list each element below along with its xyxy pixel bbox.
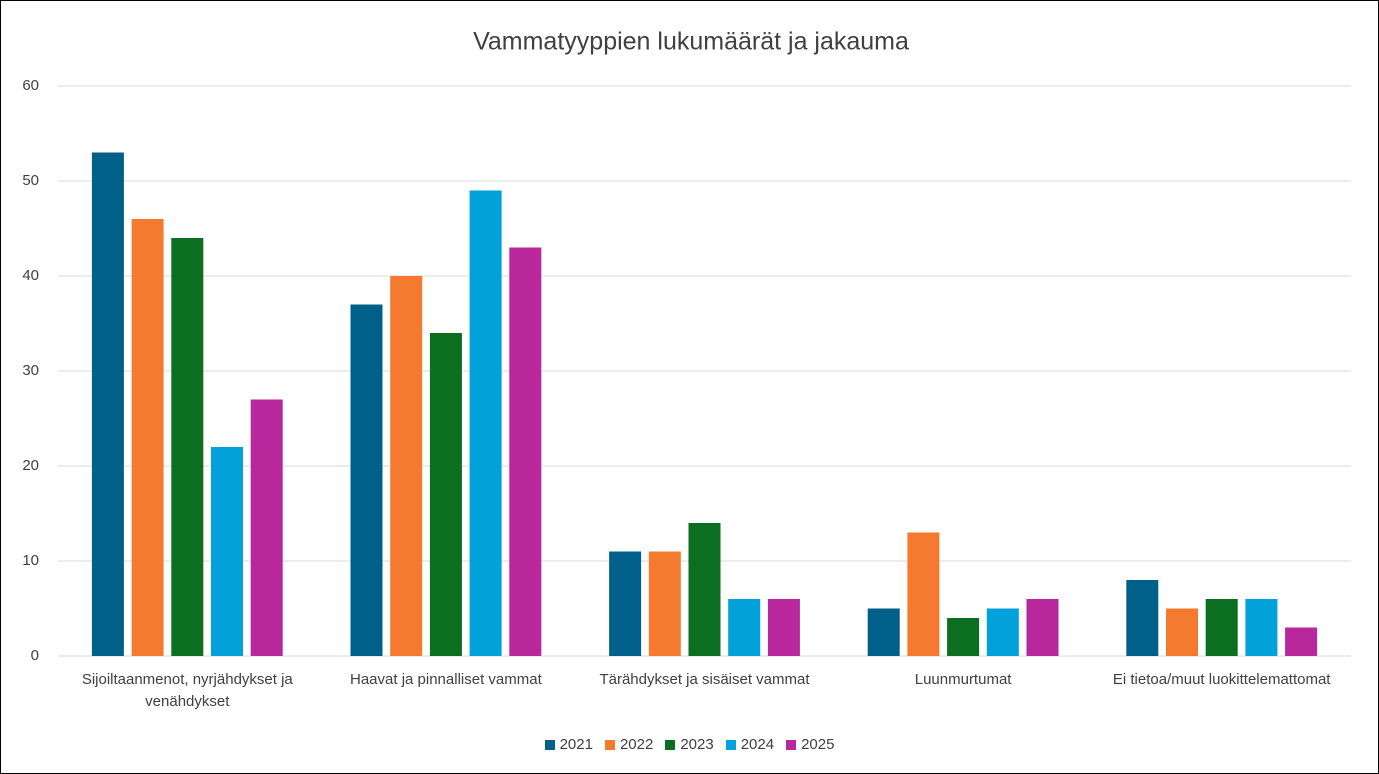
legend-item: 2021 [544,736,593,753]
x-tick-label: Ei tietoa/muut luokittelemattomat [1112,671,1331,688]
legend-item: 2023 [665,736,714,753]
bar [1205,599,1238,656]
bar [1245,599,1278,656]
legend: 2021 2022 2023 2024 2025 [1,736,1378,753]
x-tick-label: Tärähdykset ja sisäiset vammat [599,671,810,688]
legend-label: 2021 [559,736,593,753]
legend-label: 2023 [680,736,714,753]
bar [648,551,681,656]
bar [609,551,642,656]
y-tick-label: 10 [22,552,39,569]
bar [986,608,1019,656]
bar [250,399,283,656]
legend-label: 2025 [801,736,835,753]
y-tick-label: 20 [22,457,39,474]
bar [728,599,761,656]
y-tick-label: 0 [31,647,39,664]
bar [1285,627,1318,656]
legend-item: 2024 [725,736,775,753]
legend-item: 2025 [786,736,834,753]
chart-title: Vammatyyppien lukumäärät ja jakauma [473,28,909,56]
bar [131,219,164,656]
y-tick-label: 60 [22,77,39,94]
bar [171,238,204,656]
bar [390,276,423,656]
legend-swatch [725,739,736,750]
bar [947,618,980,656]
bar [907,532,940,656]
bar [688,523,721,656]
bar [211,447,243,656]
y-tick-label: 40 [22,267,39,284]
bar [469,190,502,656]
legend-swatch [604,739,615,750]
y-tick-label: 50 [22,172,39,189]
bar [1166,608,1198,656]
bar [429,333,462,656]
bar [767,599,800,656]
legend-item: 2022 [604,736,654,753]
bar [1126,580,1159,656]
bar [350,304,383,656]
y-tick-label: 30 [22,362,39,379]
bar [91,152,124,656]
legend-swatch [786,739,797,750]
legend-swatch [544,739,555,750]
legend-label: 2024 [740,736,775,753]
x-tick-label: Sijoiltaanmenot, nyrjähdykset ja venähdy… [81,671,293,710]
x-tick-label: Haavat ja pinnalliset vammat [350,671,542,688]
bar [1026,599,1059,656]
legend-swatch [665,739,676,750]
x-tick-label: Luunmurtumat [914,671,1012,688]
bar [509,247,542,656]
legend-label: 2022 [619,736,654,753]
bar [867,608,900,656]
